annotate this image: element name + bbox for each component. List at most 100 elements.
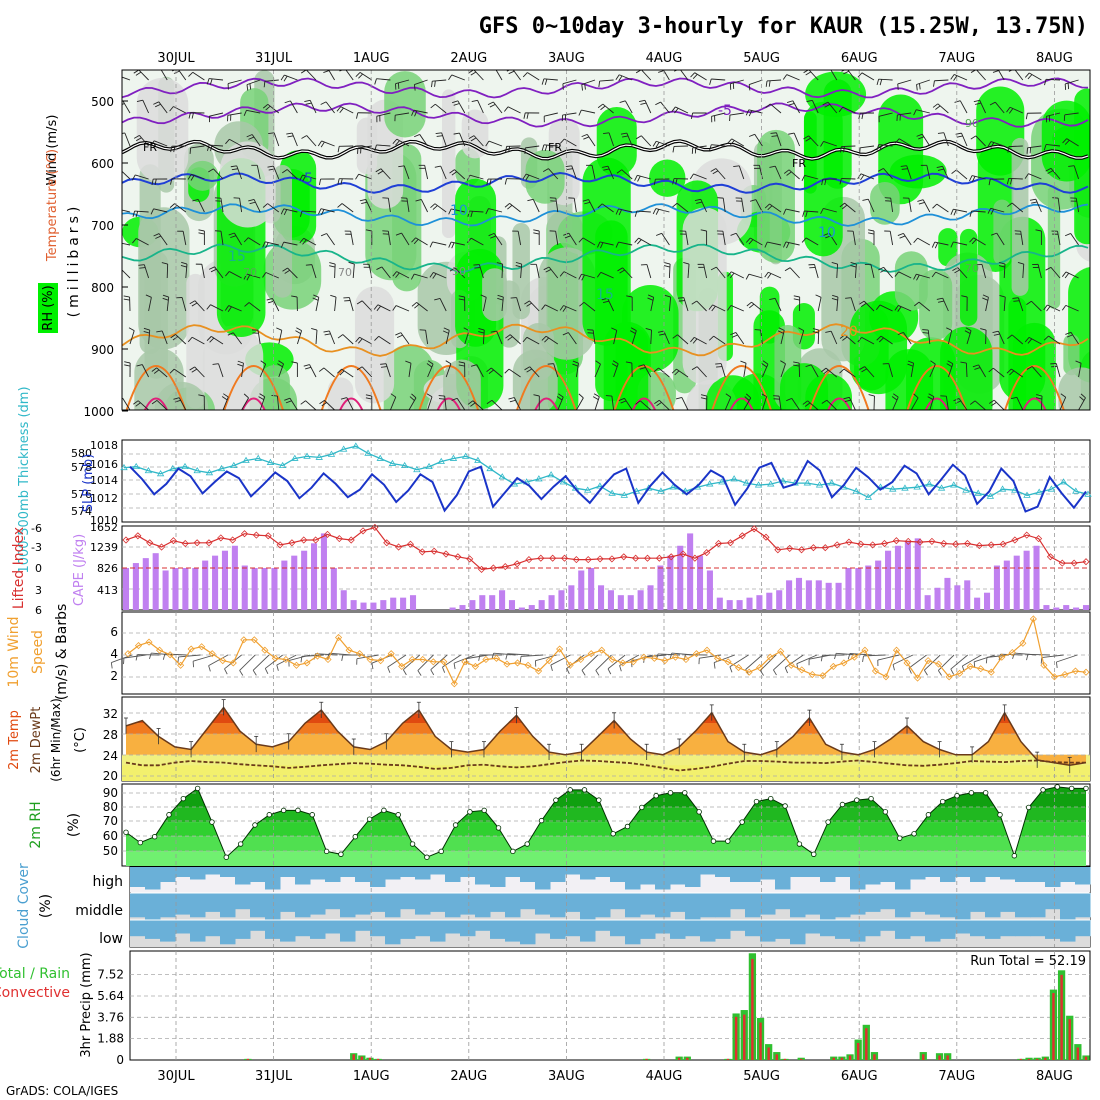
lifted-index-marker: [632, 554, 640, 562]
upper-ylabel-temp: Temperature (°C): [45, 149, 60, 262]
wind-barb: [722, 231, 726, 246]
wind-barb: [785, 241, 800, 246]
wind-barb: [403, 165, 410, 180]
wind-speed-marker: [735, 664, 743, 672]
wind-barb: [512, 70, 521, 81]
lifted-index-marker: [169, 537, 177, 545]
contour-label: FR: [548, 141, 562, 154]
cape-bar: [964, 580, 971, 610]
wind-barb: [544, 78, 548, 85]
wind-barb: [289, 397, 298, 410]
cloud-bar: [760, 893, 776, 915]
wind-barb: [581, 84, 583, 91]
lifted-index-marker: [1035, 535, 1043, 543]
wind-barb: [678, 300, 685, 302]
contour-label: FR: [792, 157, 806, 170]
wind-barb: [689, 173, 694, 180]
wind-barb: [392, 305, 397, 311]
upper-air-panel: FR FR FR 5 10 10 15 15 20 -5 50 70 90 70…: [38, 69, 1091, 419]
cloud-bar: [895, 893, 911, 918]
cape-bar: [1003, 560, 1010, 610]
lifted-index-marker: [691, 554, 699, 562]
wind-speed-marker: [1040, 661, 1048, 669]
wind-barb: [480, 294, 487, 298]
cloud-bar: [655, 867, 671, 890]
wind-barb: [458, 298, 465, 301]
surface-wind-barb: [784, 667, 788, 674]
wind-barb: [1045, 78, 1061, 81]
wind-barb: [139, 267, 146, 269]
wind-barb: [786, 74, 800, 81]
wind-barb: [1043, 335, 1049, 341]
wind-barb: [745, 237, 751, 243]
wind-barb: [1080, 393, 1086, 399]
cloud-bar: [340, 867, 356, 877]
wind-barb: [122, 103, 125, 105]
wind-barb: [248, 198, 255, 202]
wind-barb: [582, 199, 589, 202]
cloud-bar: [700, 867, 716, 875]
wind-barb: [655, 209, 660, 215]
contour-line: [122, 323, 1089, 357]
wind-barb: [278, 360, 284, 365]
wind-barb: [268, 132, 275, 135]
contour-line: [122, 243, 1089, 273]
precip-conv-bar: [775, 1054, 779, 1060]
wind-barb: [926, 165, 931, 180]
date-label: 2AUG: [450, 51, 487, 66]
wind-barb: [291, 295, 298, 298]
cloud-bar: [430, 920, 446, 942]
cape-bar: [409, 595, 417, 610]
wind-barb: [897, 306, 902, 312]
wind-barb: [802, 210, 805, 217]
wind-barb: [953, 209, 957, 216]
cloud-bar: [610, 920, 626, 937]
wind-barb: [573, 198, 577, 213]
wind-barb: [434, 203, 447, 213]
wind-barb: [839, 202, 845, 208]
wind-barb: [919, 83, 921, 90]
wind-barb: [424, 165, 429, 180]
rh-marker: [596, 797, 602, 803]
wind-barb: [868, 229, 875, 232]
wind-barb: [1008, 145, 1023, 148]
rh-markers: [123, 784, 1089, 860]
wind-barb: [122, 76, 131, 81]
wind-barb: [748, 273, 763, 279]
wind-barb: [449, 267, 456, 272]
wind-barb: [197, 199, 205, 213]
wind-barb: [470, 364, 477, 367]
wind-barb: [1024, 337, 1030, 343]
wind-barb: [299, 238, 305, 244]
rh-marker: [954, 793, 960, 799]
wind-barb: [710, 168, 717, 172]
thickness-marker: [767, 480, 775, 487]
wind-barb: [805, 237, 819, 246]
wind-barb: [694, 72, 707, 81]
surface-wind-barb: [478, 654, 481, 661]
cape-bar: [637, 590, 644, 610]
contour-line: [924, 397, 949, 410]
wind-barb: [544, 144, 548, 151]
wind-barb: [613, 330, 618, 345]
cloud-bar: [160, 893, 176, 918]
cape-bar: [568, 585, 575, 610]
rh-shade-cell: [1011, 137, 1029, 296]
wind-barb: [302, 239, 307, 245]
rh-marker: [409, 841, 416, 847]
precip-conv-bar: [873, 1054, 876, 1060]
date-label: 31JUL: [255, 1069, 293, 1084]
date-label: 1AUG: [353, 1069, 390, 1084]
cloud-bar: [340, 920, 356, 942]
thickness-marker: [901, 484, 909, 491]
date-label: 3AUG: [548, 1069, 585, 1084]
surface-wind-barb: [453, 663, 456, 670]
wind-barb: [291, 132, 298, 147]
cloud-bar: [685, 867, 701, 887]
wind-barb: [1037, 264, 1042, 279]
wind-barb: [868, 394, 875, 397]
contour-line: [122, 77, 1089, 99]
wind-barb: [993, 399, 1005, 410]
wind-barb: [985, 297, 989, 312]
wind-barb: [843, 146, 845, 153]
